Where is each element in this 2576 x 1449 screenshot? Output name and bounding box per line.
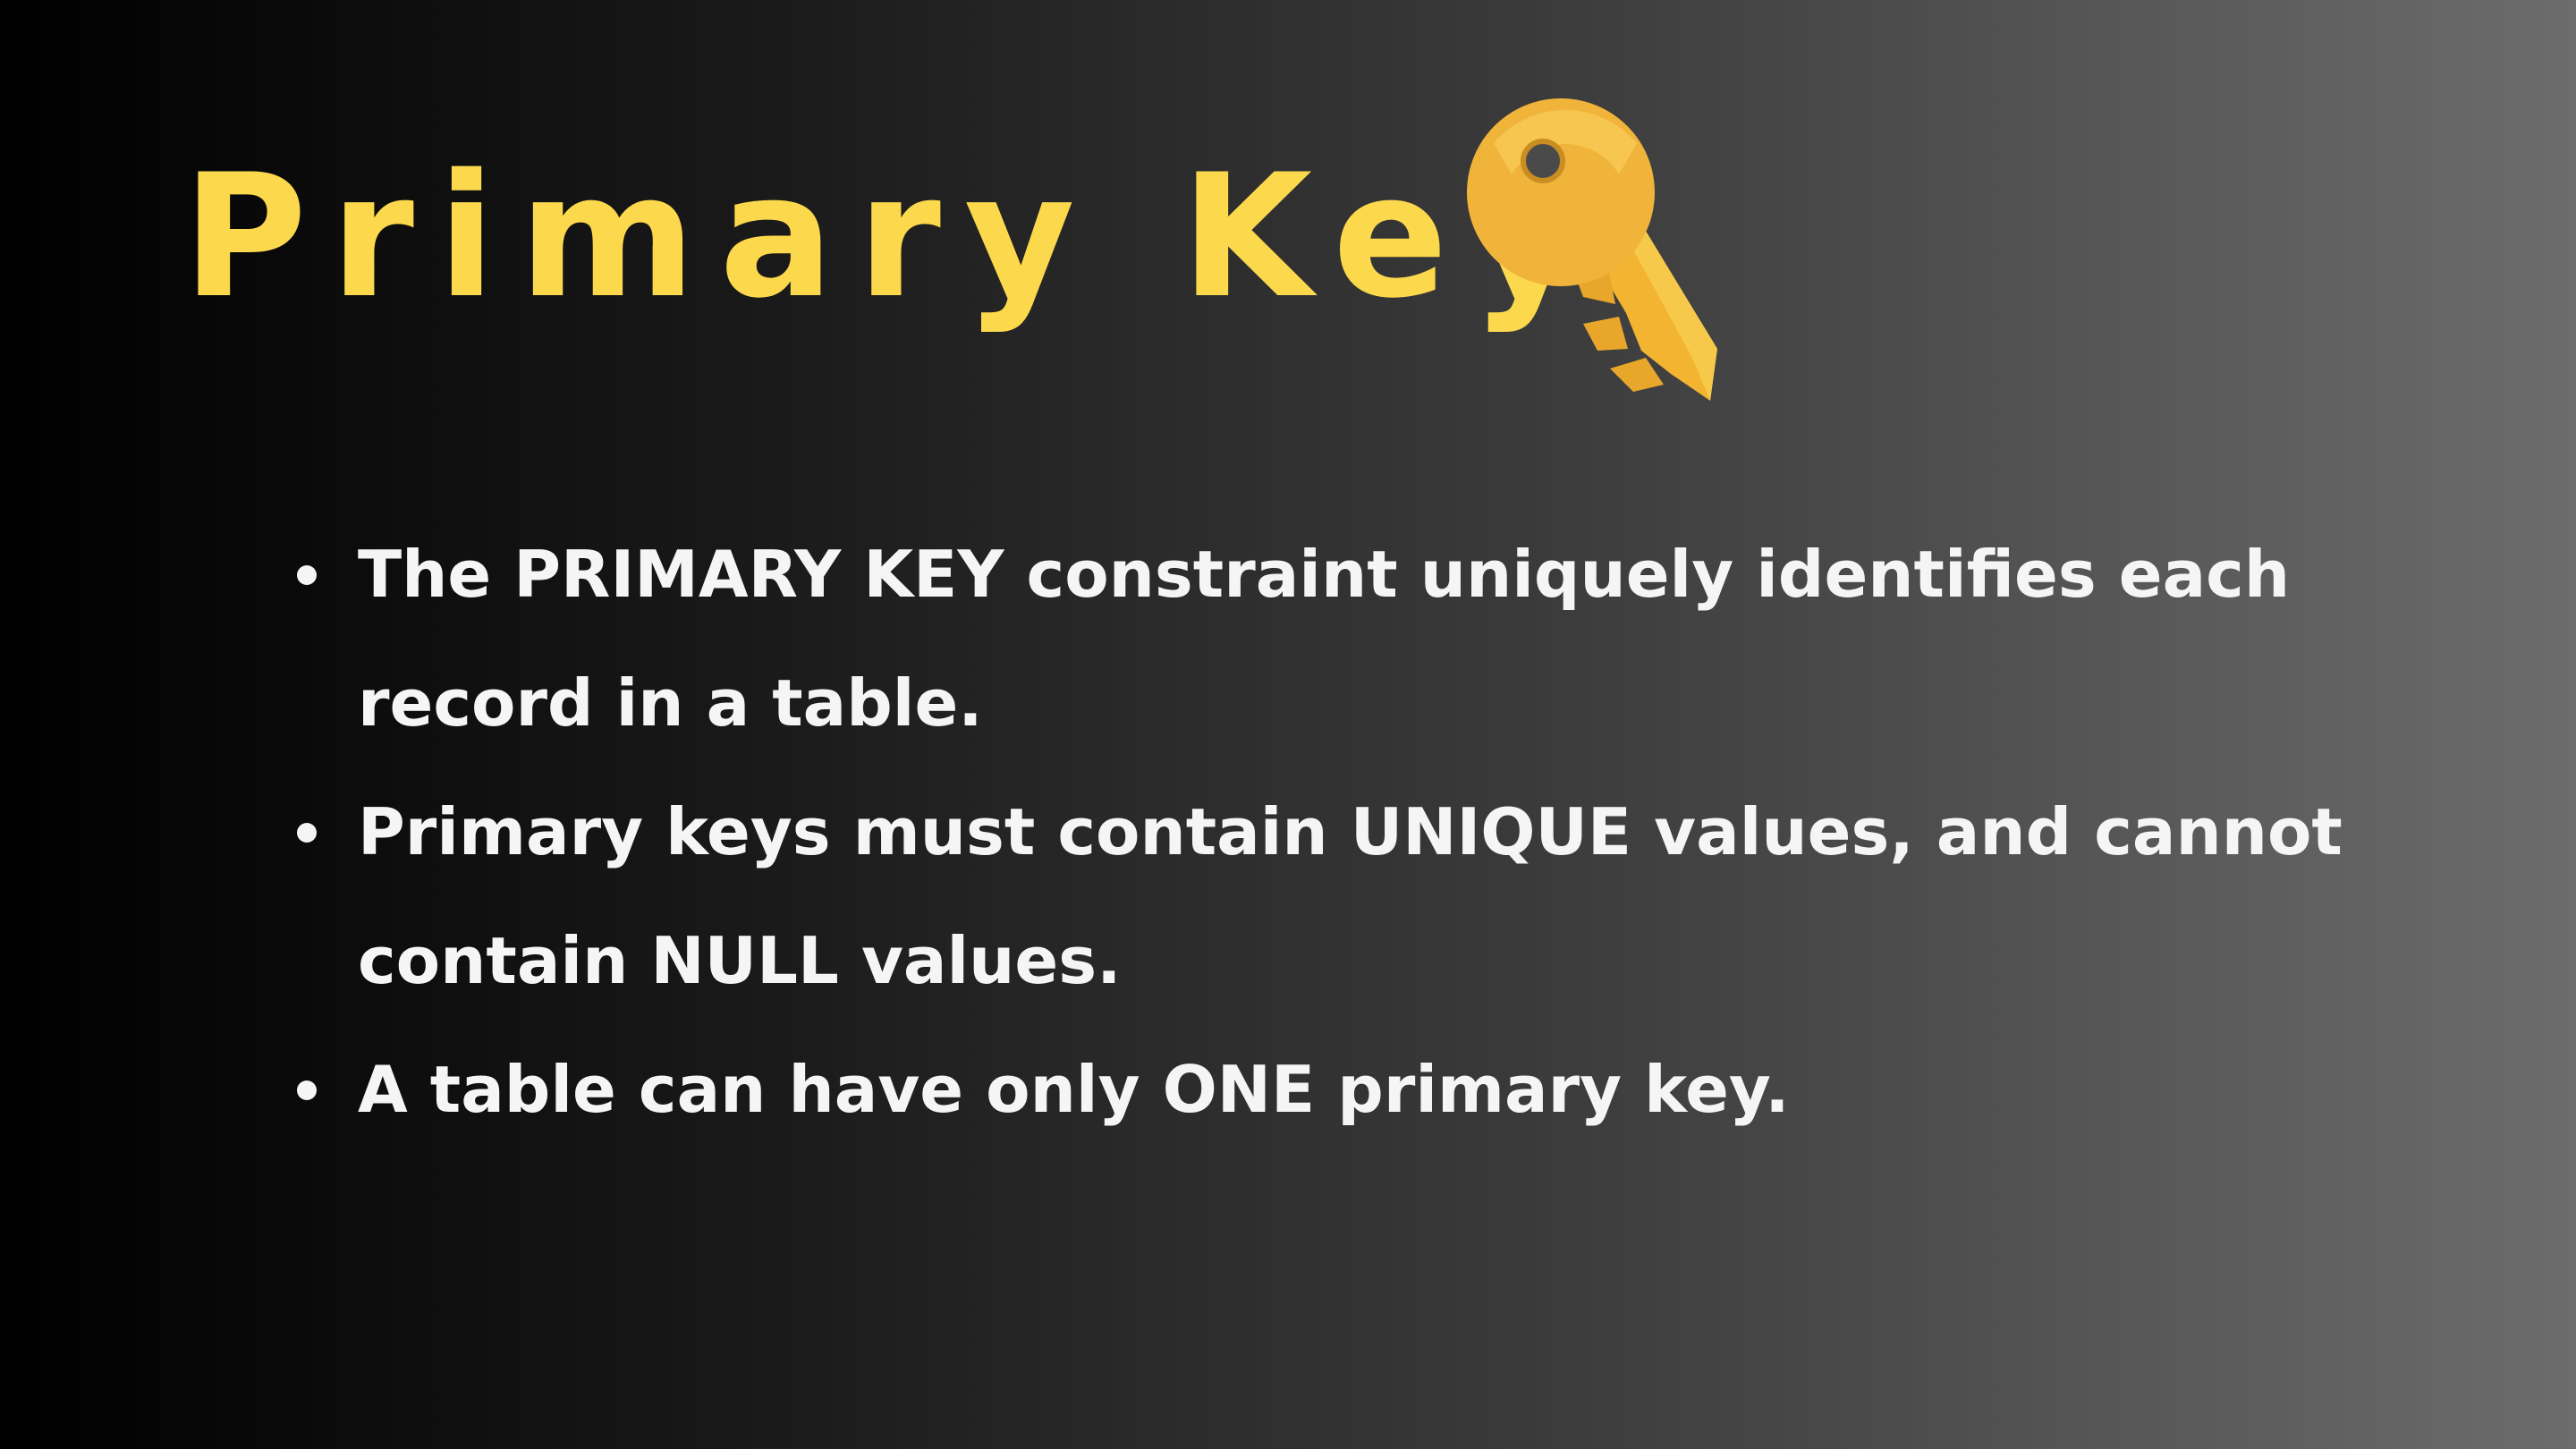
list-item: The PRIMARY KEY constraint uniquely iden…: [277, 510, 2442, 767]
list-item: A table can have only ONE primary key.: [277, 1025, 2442, 1154]
bullet-list: The PRIMARY KEY constraint uniquely iden…: [277, 510, 2424, 1154]
key-icon: [1467, 98, 1717, 401]
slide-title: Primary Key: [182, 138, 1606, 335]
list-item: Primary keys must contain UNIQUE values,…: [277, 767, 2442, 1025]
